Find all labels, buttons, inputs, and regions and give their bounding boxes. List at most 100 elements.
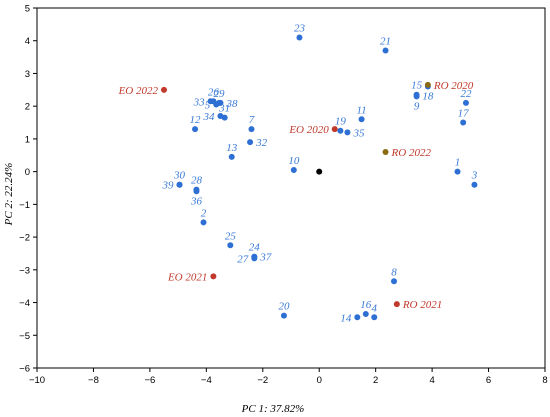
x-axis-title: PC 1: 37.82% (241, 403, 305, 415)
y-tick-label: −2 (19, 233, 30, 244)
sample-point-label: 33 (193, 96, 206, 108)
sample-point (462, 99, 469, 106)
sample-point (382, 47, 389, 54)
x-tick-label: 8 (542, 375, 547, 386)
sample-point (391, 278, 398, 285)
sample-point-label: 11 (356, 104, 366, 116)
y-tick-label: −6 (19, 364, 30, 375)
sample-point-label: 4 (372, 302, 378, 314)
extract-point-label: EO 2021 (167, 271, 207, 283)
sample-point-label: 10 (288, 155, 300, 167)
extract-point (331, 126, 338, 133)
y-axis-ticks: −6 −5 −4 −3 −2 −1 0 1 2 3 4 5 (19, 4, 37, 375)
sample-point-label: 23 (294, 22, 306, 34)
sample-point (247, 139, 254, 146)
extract-point-label: RO 2021 (402, 299, 442, 311)
sample-point-label: 17 (458, 108, 470, 120)
sample-point-label: 13 (226, 142, 238, 154)
sample-point (362, 311, 369, 317)
sample-point (228, 153, 235, 160)
x-tick-label: 6 (486, 375, 491, 386)
extract-point (382, 149, 389, 155)
extract-point-label: RO 2022 (391, 147, 432, 159)
extract-point-label: EO 2022 (118, 85, 159, 97)
extract-point (161, 86, 167, 93)
sample-point-label: 27 (237, 253, 249, 265)
sample-point-label: 39 (162, 180, 175, 192)
sample-point-label: 16 (360, 299, 372, 311)
origin-point (316, 168, 323, 175)
sample-point-label: 38 (225, 98, 238, 110)
y-axis-title: PC 2: 22.24% (3, 163, 15, 227)
sample-point (217, 99, 224, 106)
x-tick-label: −8 (88, 375, 99, 386)
x-tick-label: −4 (201, 375, 212, 386)
sample-point (227, 242, 234, 249)
sample-point (280, 312, 287, 319)
extract-point (424, 81, 431, 88)
y-tick-label: 3 (25, 69, 30, 80)
sample-point-label: 15 (411, 80, 423, 92)
data-points: 2345789101112131415161718192021222324252… (118, 22, 478, 324)
x-axis-ticks: −10 −8 −6 −4 −2 0 2 4 6 8 (29, 368, 548, 386)
y-tick-label: −4 (19, 298, 30, 309)
sample-point-label: 22 (460, 88, 472, 100)
sample-point-label: 35 (352, 127, 365, 139)
sample-point-label: 37 (259, 252, 272, 264)
sample-point (371, 314, 378, 321)
sample-point (344, 129, 351, 136)
extract-point (393, 301, 400, 308)
y-tick-label: 1 (25, 134, 30, 145)
y-tick-label: 0 (25, 167, 30, 178)
sample-point-label: 2 (201, 207, 207, 219)
sample-point (354, 314, 361, 321)
x-tick-label: 4 (429, 375, 434, 386)
sample-point (251, 253, 258, 260)
sample-point-label: 18 (422, 91, 434, 103)
sample-point (207, 98, 214, 105)
sample-point (176, 181, 183, 188)
sample-point-label: 19 (335, 116, 347, 128)
y-tick-label: 5 (25, 4, 30, 15)
extract-point (210, 273, 217, 280)
y-tick-label: 2 (25, 102, 30, 113)
x-tick-label: −6 (144, 375, 155, 386)
sample-point (290, 167, 297, 173)
sample-point (358, 116, 365, 123)
sample-point-label: 29 (214, 88, 226, 100)
sample-point (248, 126, 255, 133)
sample-point (193, 188, 200, 195)
x-tick-label: 2 (373, 375, 378, 386)
extract-point-label: EO 2020 (288, 124, 329, 136)
sample-point-label: 3 (471, 170, 478, 182)
plot-frame (36, 7, 546, 369)
sample-point-label: 9 (414, 100, 420, 112)
sample-point (200, 219, 207, 226)
sample-point (413, 91, 420, 98)
sample-point (337, 127, 344, 134)
sample-point (471, 181, 478, 188)
sample-point-label: 25 (225, 230, 237, 242)
sample-point-label: 32 (255, 137, 268, 149)
sample-point-label: 30 (173, 170, 186, 182)
y-tick-label: −1 (19, 200, 30, 211)
sample-point-label: 5 (205, 100, 211, 112)
sample-point-label: 34 (202, 111, 215, 123)
sample-point-label: 8 (391, 266, 397, 278)
y-tick-label: −5 (19, 331, 30, 342)
sample-point-label: 21 (380, 36, 391, 48)
x-tick-label: −2 (257, 375, 268, 386)
x-tick-label: 0 (317, 375, 322, 386)
extract-point-label: RO 2020 (433, 80, 474, 92)
sample-point-label: 36 (190, 195, 203, 207)
y-tick-label: 4 (25, 36, 30, 47)
sample-point-label: 1 (455, 157, 461, 169)
sample-point (192, 126, 199, 133)
sample-point-label: 28 (191, 175, 203, 187)
sample-point (217, 113, 224, 119)
x-tick-label: −10 (29, 375, 45, 386)
sample-point (460, 119, 467, 126)
sample-point-label: 26 (208, 86, 220, 98)
sample-point-label: 14 (340, 312, 352, 324)
